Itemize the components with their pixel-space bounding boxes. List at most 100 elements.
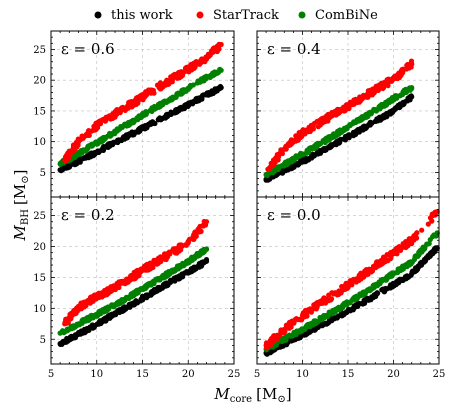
data-point [167,77,173,83]
x-axis-label: Mcore [M⊙] [213,385,291,405]
data-point [409,94,415,100]
legend-marker [94,11,102,19]
data-point [179,87,185,93]
data-point [334,292,340,298]
data-point [97,119,103,125]
data-point [397,265,404,271]
panels: 5 10 15 20 25 ε = 0.6 ε = 0.4 5 10 15 20 25 5 10 15 20 2… [33,30,445,380]
data-point [90,298,96,304]
data-point [127,103,133,109]
data-point [263,342,269,348]
data-point [299,130,306,136]
data-point [94,123,100,129]
x-tick-label: 15 [342,369,355,380]
data-point [117,109,123,115]
data-point [138,296,144,302]
data-point [66,164,73,170]
data-point [156,284,162,290]
data-point [340,285,346,291]
data-point [318,300,324,306]
data-point [141,112,147,118]
data-point [119,280,125,286]
data-point [328,297,334,303]
data-point [149,107,155,113]
data-points [263,209,440,357]
data-point [390,282,397,288]
data-point [281,336,287,342]
y-tick-label: 10 [33,304,46,315]
y-tick-label: 25 [33,211,46,222]
data-point [130,100,136,106]
data-point [176,107,182,113]
data-point [163,99,170,105]
data-point [172,250,178,256]
data-point [203,75,210,81]
panel-label: ε = 0.4 [267,40,321,58]
data-points [57,218,210,347]
panel: 5 10 15 20 25 5 10 15 20 25 ε = 0.2 [33,196,240,380]
data-point [86,327,92,333]
data-point [134,115,140,121]
data-point [347,308,354,314]
data-point [372,87,378,93]
x-tick-label: 5 [254,369,260,380]
data-point [105,133,111,139]
data-point [106,141,112,147]
y-tick-label: 5 [40,335,46,346]
data-point [64,326,70,332]
panel-label: ε = 0.2 [61,206,115,224]
legend-label: this work [111,8,173,23]
data-point [400,70,406,76]
data-point [330,316,336,322]
data-point [405,243,411,249]
data-point [369,268,376,274]
x-axis-label-unit-close: ] [286,385,292,403]
data-point [106,313,112,319]
data-point [429,212,436,218]
data-point [75,321,82,327]
data-point [149,262,155,268]
data-point [85,145,91,152]
data-point [409,271,415,277]
data-point [328,113,334,119]
x-axis-label-unit-sub: ⊙ [277,394,285,405]
legend-marker [196,11,204,19]
data-point [94,321,100,327]
data-point [156,259,162,265]
data-point [354,276,360,282]
y-axis-label-unit-close: ] [11,170,29,176]
data-point [287,166,294,172]
data-point [304,309,310,315]
data-point [125,133,131,139]
data-point [198,248,204,254]
data-point [112,111,118,117]
data-point [79,134,85,140]
y-axis-label-unit: [M [11,184,29,205]
data-point [81,155,87,161]
data-point [299,151,306,157]
data-point [292,137,299,143]
data-point [75,139,82,145]
data-point [138,126,144,132]
data-point [395,278,401,284]
data-point [281,168,287,174]
ticks [256,196,440,365]
data-point [313,318,319,324]
data-point [307,329,313,335]
data-point [74,308,80,314]
data-point [57,161,63,167]
data-point [368,119,374,125]
data-point [122,304,129,310]
data-point [155,117,161,123]
data-point [308,145,314,151]
data-point [322,136,328,143]
axis-labels: Mcore [M⊙] MBH[M⊙] [11,170,292,405]
data-point [66,152,73,158]
data-point [281,161,287,167]
data-point [101,316,107,322]
data-point [362,268,368,274]
data-point [310,153,316,159]
panel: 5 10 15 20 25 ε = 0.6 [33,30,235,198]
data-point [299,326,306,332]
